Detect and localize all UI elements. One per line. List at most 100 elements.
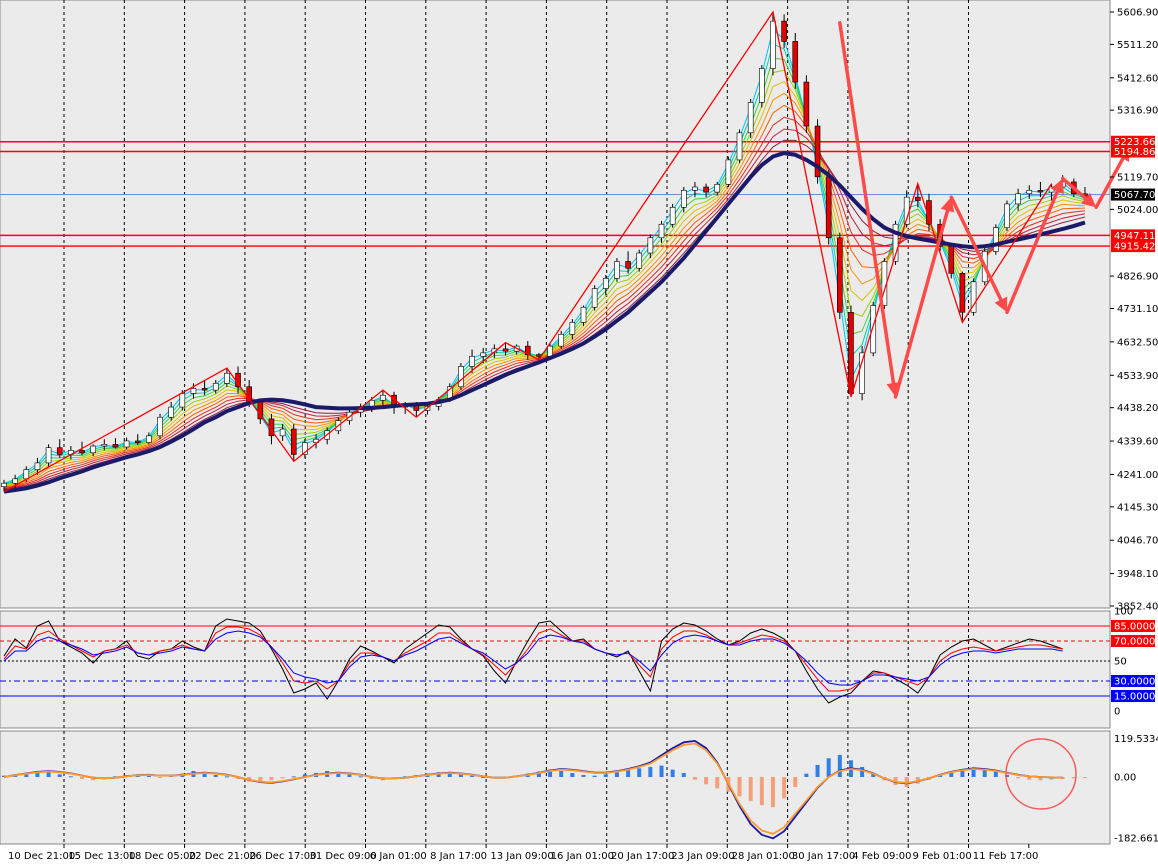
macd-histogram-bar (80, 777, 85, 780)
candle-body (302, 442, 308, 455)
candle-body (591, 288, 598, 308)
macd-histogram-bar (960, 770, 965, 777)
candle-body (647, 237, 654, 254)
macd-histogram-bar (536, 771, 541, 777)
stochastic-tick-label: 100 (1114, 607, 1133, 618)
candle-body (892, 223, 899, 262)
candle-body (168, 406, 174, 418)
time-tick-label: 9 Feb 01:00 (913, 851, 972, 862)
time-tick-label: 15 Dec 13:00 (68, 851, 135, 862)
macd-histogram-bar (1049, 777, 1054, 780)
candle-body (658, 223, 665, 239)
time-tick-label: 23 Jan 09:00 (671, 851, 734, 862)
macd-histogram-bar (24, 772, 29, 777)
candle-body (558, 333, 565, 347)
price-tick-label: 4145.30 (1117, 502, 1158, 513)
macd-histogram-bar (1060, 777, 1065, 780)
candle-body (703, 186, 709, 193)
candle-body (714, 183, 721, 193)
candle-body (290, 428, 297, 455)
candle-body (90, 445, 96, 454)
macd-panel[interactable] (0, 730, 1111, 845)
zigzag-trendlines (3, 10, 1053, 493)
highlight-circle (1005, 738, 1077, 810)
macd-histogram-bar (681, 772, 686, 777)
stochastic-line (3, 626, 1063, 692)
candle-body (580, 306, 587, 323)
stochastic-line (3, 630, 1063, 686)
candle-body (669, 207, 676, 225)
candle-body (725, 159, 732, 185)
stochastic-axis: 100 85.0000 70.0000 50 30.0000 15.0000 0 (1111, 607, 1155, 718)
stochastic-level-box (1111, 635, 1155, 647)
candle-body (736, 132, 743, 161)
candle-body (279, 428, 286, 437)
price-tick-label: 4632.50 (1117, 337, 1158, 348)
price-label: 4915.42 (1114, 242, 1155, 253)
candle-body (1026, 190, 1033, 195)
candle-body (1, 482, 7, 487)
candle-body (792, 41, 799, 83)
price-label: 5194.86 (1114, 147, 1155, 158)
macd-histogram-bar (202, 772, 207, 777)
candle-body (179, 393, 186, 408)
candle-body (1015, 193, 1021, 205)
arrow-head (1050, 178, 1064, 195)
time-tick-label: 20 Jan 17:00 (611, 851, 674, 862)
macd-histogram-bar (793, 777, 798, 788)
macd-histogram-bar (302, 774, 307, 777)
price-label-box (1111, 240, 1155, 253)
candle-body (34, 462, 41, 470)
time-tick-label: 8 Jan 17:00 (430, 851, 487, 862)
macd-histogram-bar (614, 772, 619, 777)
candle-body (469, 355, 475, 367)
price-label: 5223.66 (1114, 137, 1155, 148)
price-tick-label: 5511.20 (1117, 40, 1158, 51)
arrow-shaft (1005, 189, 1060, 315)
stochastic-level-box (1111, 690, 1155, 702)
macd-histogram-bar (347, 774, 352, 777)
candle-body (747, 102, 754, 134)
candle-body (190, 388, 197, 394)
macd-histogram-bar (470, 775, 475, 777)
candle-body (870, 305, 877, 354)
price-label: 4947.11 (1114, 231, 1155, 242)
time-tick-label: 26 Dec 17:00 (249, 851, 316, 862)
macd-histogram-bar (68, 776, 73, 778)
macd-histogram-bar (1071, 777, 1076, 779)
arrow-shaft (1094, 156, 1125, 210)
price-tick-label: 3852.40 (1117, 602, 1158, 613)
macd-histogram-bar (770, 777, 775, 808)
time-tick-label: 30 Jan 17:00 (792, 851, 855, 862)
candle-body (458, 366, 464, 388)
stochastic-panel[interactable] (0, 610, 1111, 729)
price-tick-label: 5024.00 (1117, 205, 1158, 216)
macd-histogram-bar (815, 764, 820, 777)
macd-histogram-bar (982, 769, 987, 777)
macd-histogram-bar (759, 777, 764, 806)
candle-body (1004, 203, 1010, 228)
macd-histogram-bar (436, 772, 441, 777)
macd-histogram-bar (91, 777, 96, 781)
macd-tick-label: 0.00 (1114, 773, 1136, 784)
candle-body (636, 252, 643, 269)
candle-body (491, 348, 498, 354)
candle-body (970, 281, 977, 313)
price-panel[interactable] (0, 0, 1111, 609)
candle-body (56, 447, 63, 455)
arrow-head (940, 197, 955, 213)
macd-histogram-bar (860, 766, 865, 777)
macd-histogram-bar (648, 766, 653, 777)
candle-body (235, 372, 241, 388)
candle-body (1037, 190, 1044, 193)
macd-histogram-bar (704, 777, 709, 785)
macd-histogram-bar (481, 777, 486, 778)
macd-histogram-bar (1038, 777, 1043, 781)
candle-body (825, 176, 832, 239)
stochastic-tick-label: 50 (1114, 657, 1127, 668)
macd-histogram-bar (871, 772, 876, 777)
arrow-head (994, 296, 1008, 313)
price-label-box (1111, 135, 1155, 148)
